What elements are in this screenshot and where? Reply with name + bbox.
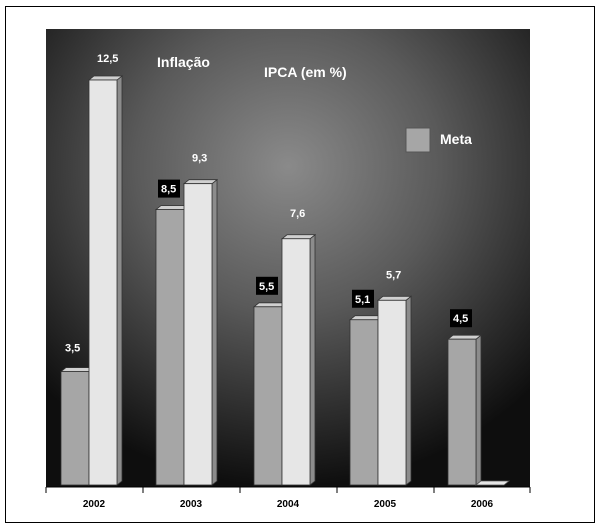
value-label-meta-2003: 8,5 xyxy=(161,184,176,196)
legend: Meta xyxy=(405,127,472,153)
bar-meta-2006 xyxy=(446,334,483,486)
value-label-box-meta-2005 xyxy=(352,289,374,308)
x-tick-label-2005: 2005 xyxy=(374,499,397,510)
value-label-ipca-2003: 9,3 xyxy=(192,153,207,165)
value-label-ipca-2005: 5,7 xyxy=(386,269,401,281)
x-tick-label-2006: 2006 xyxy=(471,499,494,510)
value-label-meta-2006: 4,5 xyxy=(453,313,468,325)
value-label-ipca-2004: 7,6 xyxy=(290,208,305,220)
value-label-box-meta-2003 xyxy=(158,179,180,198)
bars-group xyxy=(59,75,511,486)
bar-ipca-2005 xyxy=(376,295,413,486)
chart-subtitle: IPCA (em %) xyxy=(264,64,347,80)
value-label-meta-2002: 3,5 xyxy=(65,343,80,355)
chart-title: Inflação xyxy=(157,54,210,70)
value-labels-group: 3,5 12,5 8,5 9,3 5,5 7,6 5,1 5,7 4,5 xyxy=(65,53,472,355)
x-tick-label-2003: 2003 xyxy=(180,499,203,510)
value-label-box-meta-2006 xyxy=(450,309,472,328)
chart-frame: 3,5 12,5 8,5 9,3 5,5 7,6 5,1 5,7 4,5 2002 2003 200… xyxy=(5,6,595,523)
bar-ipca-2002 xyxy=(87,75,124,486)
x-tick-label-2002: 2002 xyxy=(83,499,106,510)
bar-ipca-2003 xyxy=(182,178,219,486)
value-label-box-meta-2004 xyxy=(256,276,278,295)
bar-ipca-2004 xyxy=(280,233,317,486)
legend-swatch-meta xyxy=(405,127,431,153)
value-label-ipca-2002: 12,5 xyxy=(97,53,118,65)
chart-svg: 3,512,58,59,35,57,65,15,74,5 2002 2003 200… xyxy=(45,29,531,510)
x-ticks-group: 2002 2003 2004 2005 2006 xyxy=(45,487,531,510)
value-label-meta-2004: 5,5 xyxy=(259,281,274,293)
bar-ipca-2006 xyxy=(474,480,511,486)
x-tick-label-2004: 2004 xyxy=(277,499,300,510)
legend-label-meta: Meta xyxy=(440,131,472,147)
value-label-meta-2005: 5,1 xyxy=(355,294,370,306)
